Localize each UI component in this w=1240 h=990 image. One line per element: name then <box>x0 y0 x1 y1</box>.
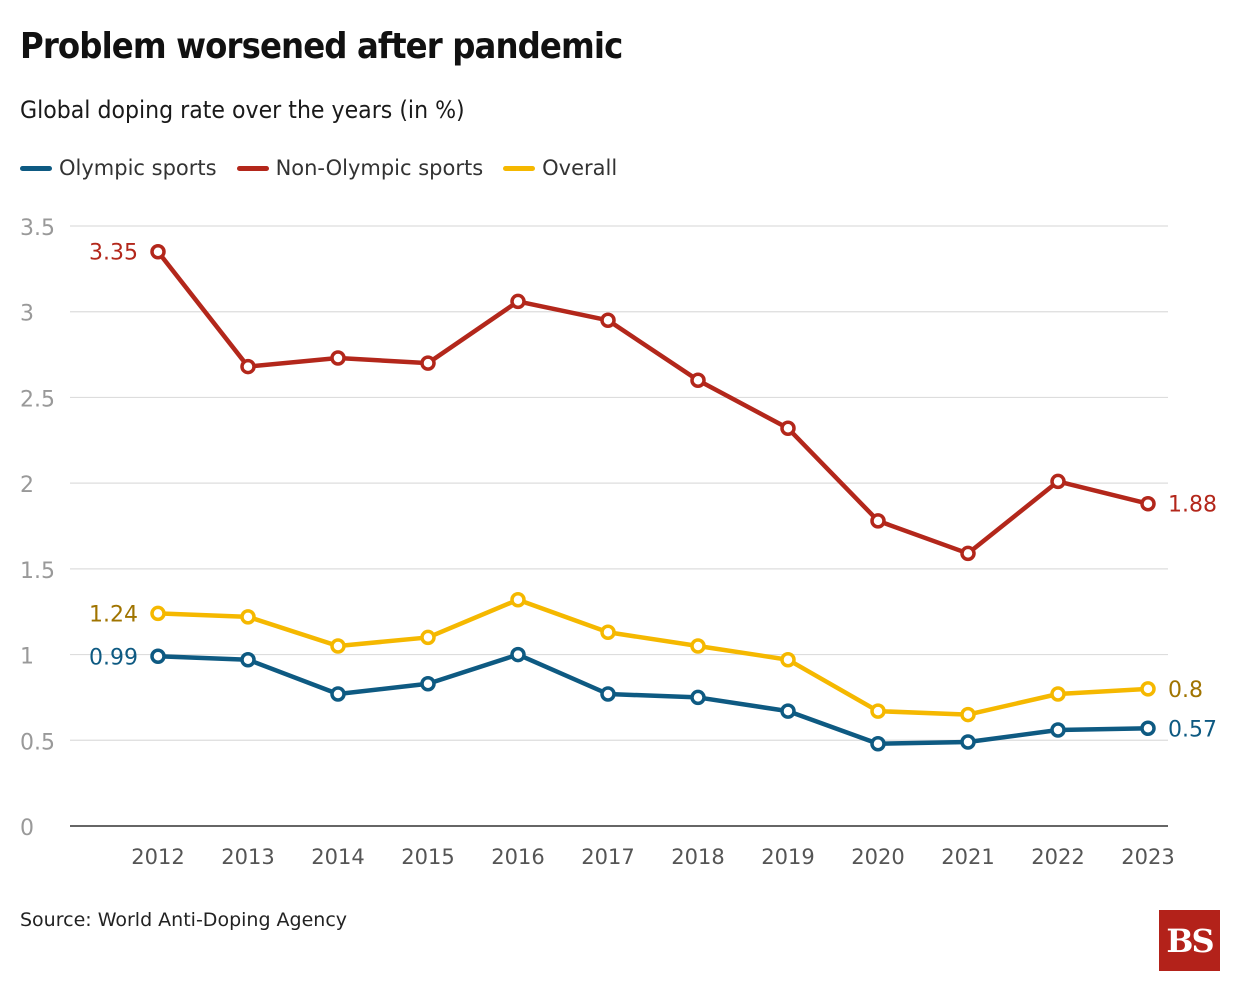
data-point-olympic-sports <box>870 735 886 752</box>
source-note: Source: World Anti-Doping Agency <box>20 909 348 931</box>
x-tick-label: 2021 <box>941 845 994 869</box>
data-point-overall <box>780 651 796 668</box>
data-point-non-olympic-sports <box>960 545 976 562</box>
data-point-overall <box>330 638 346 654</box>
data-point-overall <box>420 629 436 646</box>
x-tick-label: 2016 <box>491 845 544 869</box>
y-tick-label: 3.5 <box>20 216 55 241</box>
data-point-overall <box>1140 681 1156 697</box>
x-tick-label: 2022 <box>1031 845 1084 869</box>
data-point-olympic-sports <box>690 689 706 706</box>
end-label-overall: 0.8 <box>1168 678 1203 703</box>
data-point-non-olympic-sports <box>1050 473 1066 490</box>
data-point-non-olympic-sports <box>240 358 256 375</box>
data-point-olympic-sports <box>330 686 346 702</box>
data-point-olympic-sports <box>1140 720 1156 737</box>
legend-label-non-olympic: Non-Olympic sports <box>275 156 484 180</box>
data-point-olympic-sports <box>240 651 256 668</box>
y-tick-label: 3 <box>20 302 34 327</box>
data-point-overall <box>960 706 976 723</box>
series-line-olympic-sports <box>155 652 1151 746</box>
legend-label-olympic: Olympic sports <box>59 156 217 180</box>
x-tick-label: 2012 <box>131 845 184 869</box>
data-point-olympic-sports <box>780 703 796 719</box>
legend-swatch-overall <box>503 165 536 171</box>
data-point-olympic-sports <box>600 686 616 702</box>
data-point-non-olympic-sports <box>150 243 166 260</box>
legend-item-non-olympic: Non-Olympic sports <box>236 156 484 180</box>
data-point-overall <box>510 591 526 608</box>
y-tick-label: 0 <box>20 816 34 841</box>
data-point-olympic-sports <box>1050 722 1066 738</box>
y-tick-label: 1.5 <box>20 559 55 584</box>
data-point-non-olympic-sports <box>420 355 436 371</box>
y-tick-label: 2.5 <box>20 387 55 412</box>
x-tick-label: 2018 <box>671 845 724 869</box>
data-point-non-olympic-sports <box>690 372 706 389</box>
x-tick-label: 2017 <box>581 845 634 869</box>
y-tick-label: 1 <box>20 645 34 670</box>
start-label-overall: 1.24 <box>89 602 138 627</box>
y-tick-label: 2 <box>20 473 34 498</box>
data-point-olympic-sports <box>510 646 526 663</box>
legend-label-overall: Overall <box>542 156 618 180</box>
x-tick-label: 2013 <box>221 845 274 869</box>
legend-swatch-non-olympic <box>236 165 269 171</box>
x-tick-label: 2015 <box>401 845 454 869</box>
data-point-overall <box>150 605 166 622</box>
data-point-non-olympic-sports <box>330 350 346 366</box>
y-tick-label: 0.5 <box>20 730 55 755</box>
data-point-olympic-sports <box>960 734 976 750</box>
x-tick-label: 2019 <box>761 845 814 869</box>
data-point-overall <box>870 703 886 719</box>
x-tick-label: 2014 <box>311 845 364 869</box>
x-tick-label: 2023 <box>1121 845 1174 869</box>
series-line-non-olympic-sports <box>155 249 1151 556</box>
data-point-olympic-sports <box>420 675 436 692</box>
data-point-non-olympic-sports <box>600 312 616 329</box>
data-point-overall <box>690 638 706 654</box>
data-point-overall <box>240 609 256 625</box>
data-point-overall <box>600 624 616 641</box>
x-tick-label: 2020 <box>851 845 904 869</box>
data-point-non-olympic-sports <box>1140 495 1156 512</box>
legend-swatch-olympic <box>20 165 52 171</box>
end-label-non-olympic-sports: 1.88 <box>1168 493 1217 518</box>
start-label-olympic-sports: 0.99 <box>89 645 138 670</box>
end-label-olympic-sports: 0.57 <box>1168 717 1217 742</box>
data-point-non-olympic-sports <box>780 420 796 437</box>
chart-title: Problem worsened after pandemic <box>20 26 623 67</box>
chart-legend: Olympic sports Non-Olympic sports Overal… <box>20 156 637 180</box>
series-line-overall <box>155 597 1151 717</box>
data-point-olympic-sports <box>150 648 166 665</box>
bs-logo: BS <box>1159 910 1220 971</box>
data-point-non-olympic-sports <box>870 513 886 529</box>
legend-item-overall: Overall <box>503 156 617 180</box>
data-point-non-olympic-sports <box>510 293 526 310</box>
legend-item-olympic: Olympic sports <box>20 156 217 180</box>
chart-subtitle: Global doping rate over the years (in %) <box>20 96 465 124</box>
start-label-non-olympic-sports: 3.35 <box>89 241 138 266</box>
data-point-overall <box>1050 686 1066 702</box>
